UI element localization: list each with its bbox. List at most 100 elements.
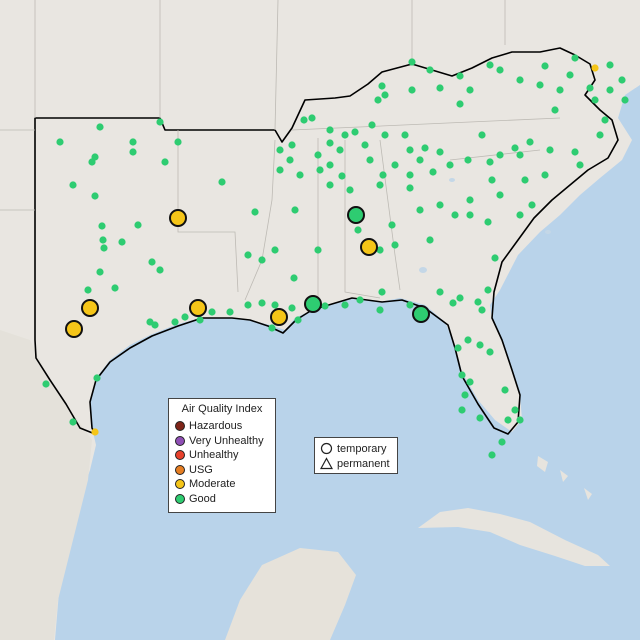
good-marker[interactable] <box>449 299 457 307</box>
good-marker[interactable] <box>218 178 226 186</box>
good-marker[interactable] <box>156 266 164 274</box>
moderate-temporary-marker[interactable] <box>270 308 288 326</box>
good-marker[interactable] <box>486 158 494 166</box>
good-marker[interactable] <box>286 156 294 164</box>
good-marker[interactable] <box>100 244 108 252</box>
good-marker[interactable] <box>511 406 519 414</box>
good-marker[interactable] <box>69 181 77 189</box>
good-marker[interactable] <box>296 171 304 179</box>
good-marker[interactable] <box>376 181 384 189</box>
good-marker[interactable] <box>151 321 159 329</box>
good-marker[interactable] <box>42 380 50 388</box>
good-marker[interactable] <box>456 294 464 302</box>
good-marker[interactable] <box>181 313 189 321</box>
good-marker[interactable] <box>378 82 386 90</box>
good-marker[interactable] <box>276 166 284 174</box>
good-marker[interactable] <box>98 222 106 230</box>
good-marker[interactable] <box>391 241 399 249</box>
good-marker[interactable] <box>464 336 472 344</box>
good-marker[interactable] <box>436 148 444 156</box>
good-marker[interactable] <box>436 84 444 92</box>
good-marker[interactable] <box>171 318 179 326</box>
good-marker[interactable] <box>376 246 384 254</box>
good-marker[interactable] <box>316 166 324 174</box>
good-marker[interactable] <box>341 131 349 139</box>
good-marker[interactable] <box>368 121 376 129</box>
good-marker[interactable] <box>436 201 444 209</box>
good-marker[interactable] <box>551 106 559 114</box>
good-marker[interactable] <box>111 284 119 292</box>
good-marker[interactable] <box>571 148 579 156</box>
good-marker[interactable] <box>596 131 604 139</box>
good-marker[interactable] <box>458 406 466 414</box>
good-marker[interactable] <box>376 306 384 314</box>
good-marker[interactable] <box>421 144 429 152</box>
good-marker[interactable] <box>391 161 399 169</box>
moderate-marker[interactable] <box>591 64 599 72</box>
good-marker[interactable] <box>258 299 266 307</box>
good-marker[interactable] <box>546 146 554 154</box>
good-marker[interactable] <box>326 181 334 189</box>
good-marker[interactable] <box>294 316 302 324</box>
good-marker[interactable] <box>93 374 101 382</box>
good-marker[interactable] <box>516 416 524 424</box>
good-marker[interactable] <box>326 161 334 169</box>
good-marker[interactable] <box>528 201 536 209</box>
good-marker[interactable] <box>251 208 259 216</box>
good-marker[interactable] <box>586 84 594 92</box>
good-marker[interactable] <box>606 61 614 69</box>
good-marker[interactable] <box>361 141 369 149</box>
moderate-temporary-marker[interactable] <box>189 299 207 317</box>
good-marker[interactable] <box>458 371 466 379</box>
good-marker[interactable] <box>129 138 137 146</box>
good-marker[interactable] <box>406 301 414 309</box>
good-marker[interactable] <box>618 76 626 84</box>
good-marker[interactable] <box>591 96 599 104</box>
good-marker[interactable] <box>464 156 472 164</box>
good-temporary-marker[interactable] <box>304 295 322 313</box>
good-marker[interactable] <box>571 54 579 62</box>
good-marker[interactable] <box>621 96 629 104</box>
good-marker[interactable] <box>314 151 322 159</box>
good-marker[interactable] <box>271 301 279 309</box>
good-marker[interactable] <box>478 306 486 314</box>
good-marker[interactable] <box>156 118 164 126</box>
good-marker[interactable] <box>69 418 77 426</box>
good-marker[interactable] <box>456 100 464 108</box>
good-marker[interactable] <box>456 72 464 80</box>
good-marker[interactable] <box>88 158 96 166</box>
good-temporary-marker[interactable] <box>412 305 430 323</box>
good-marker[interactable] <box>291 206 299 214</box>
good-marker[interactable] <box>536 81 544 89</box>
good-marker[interactable] <box>484 286 492 294</box>
good-marker[interactable] <box>276 146 284 154</box>
good-marker[interactable] <box>366 156 374 164</box>
good-marker[interactable] <box>429 168 437 176</box>
good-marker[interactable] <box>446 161 454 169</box>
good-temporary-marker[interactable] <box>347 206 365 224</box>
good-marker[interactable] <box>341 301 349 309</box>
moderate-marker[interactable] <box>91 428 99 436</box>
good-marker[interactable] <box>516 76 524 84</box>
good-marker[interactable] <box>474 298 482 306</box>
good-marker[interactable] <box>326 126 334 134</box>
good-marker[interactable] <box>378 288 386 296</box>
good-marker[interactable] <box>346 186 354 194</box>
good-marker[interactable] <box>466 211 474 219</box>
good-marker[interactable] <box>416 206 424 214</box>
good-marker[interactable] <box>321 302 329 310</box>
good-marker[interactable] <box>476 414 484 422</box>
good-marker[interactable] <box>516 211 524 219</box>
good-marker[interactable] <box>118 238 126 246</box>
good-marker[interactable] <box>498 438 506 446</box>
good-marker[interactable] <box>258 256 266 264</box>
good-marker[interactable] <box>288 304 296 312</box>
good-marker[interactable] <box>91 192 99 200</box>
good-marker[interactable] <box>96 268 104 276</box>
good-marker[interactable] <box>511 144 519 152</box>
good-marker[interactable] <box>466 86 474 94</box>
good-marker[interactable] <box>381 91 389 99</box>
good-marker[interactable] <box>486 348 494 356</box>
good-marker[interactable] <box>451 211 459 219</box>
